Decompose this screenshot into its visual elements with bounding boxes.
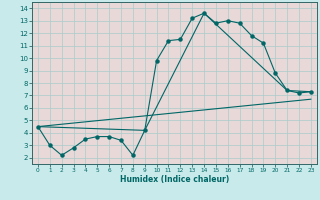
X-axis label: Humidex (Indice chaleur): Humidex (Indice chaleur) [120,175,229,184]
